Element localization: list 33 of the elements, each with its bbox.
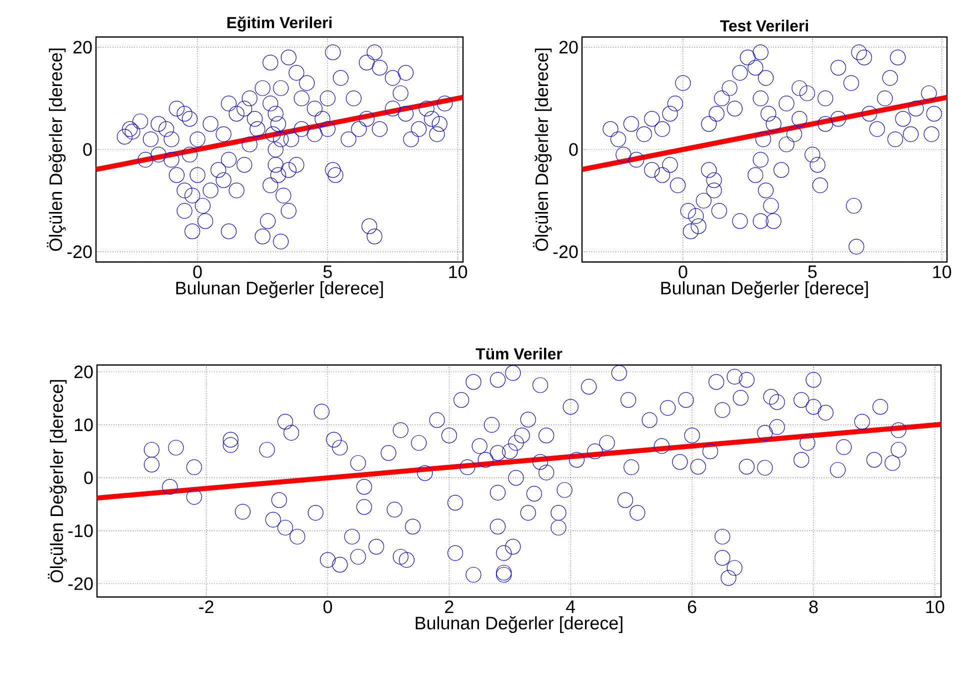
y-tick-label: 20 (74, 366, 93, 378)
y-axis-title: Ölçülen Değerler [derece] (532, 48, 552, 251)
x-tick-label: 0 (193, 266, 202, 278)
x-tick-label: 2 (445, 600, 454, 614)
x-tick-label: 5 (323, 266, 332, 278)
y-axis-title: Ölçülen Değerler [derece] (46, 48, 66, 251)
y-tick-label: 10 (74, 418, 93, 432)
x-tick-label: 0 (323, 600, 332, 614)
chart-title: Eğitim Verileri (227, 16, 332, 32)
chart-title: Test Verileri (720, 20, 808, 32)
y-tick-label: -20 (68, 577, 93, 590)
x-tick-label: 8 (809, 600, 818, 614)
chart-title: Tüm Veriler (476, 348, 562, 360)
x-axis-title: Bulunan Değerler [derece] (176, 281, 383, 298)
x-tick-label: -2 (199, 600, 214, 614)
y-tick-label: 0 (83, 143, 92, 156)
y-axis-title: Ölçülen Değerler [derece] (48, 380, 67, 582)
x-tick-label: 10 (933, 266, 952, 278)
y-tick-label: -20 (67, 245, 92, 258)
x-tick-label: 10 (449, 266, 468, 278)
x-tick-label: 10 (926, 600, 944, 614)
y-tick-label: -20 (553, 245, 578, 258)
x-tick-label: 6 (688, 600, 696, 614)
x-tick-label: 0 (678, 266, 688, 278)
y-tick-label: 20 (559, 40, 578, 54)
x-tick-label: 4 (566, 600, 576, 613)
y-tick-label: 0 (84, 471, 93, 484)
y-tick-label: 20 (73, 40, 92, 54)
x-tick-label: 5 (808, 266, 817, 278)
y-tick-label: -10 (68, 524, 93, 538)
x-axis-title: Bulunan Değerler [derece] (416, 616, 622, 633)
x-axis-title: Bulunan Değerler [derece] (661, 281, 868, 298)
y-tick-label: 0 (569, 143, 578, 156)
